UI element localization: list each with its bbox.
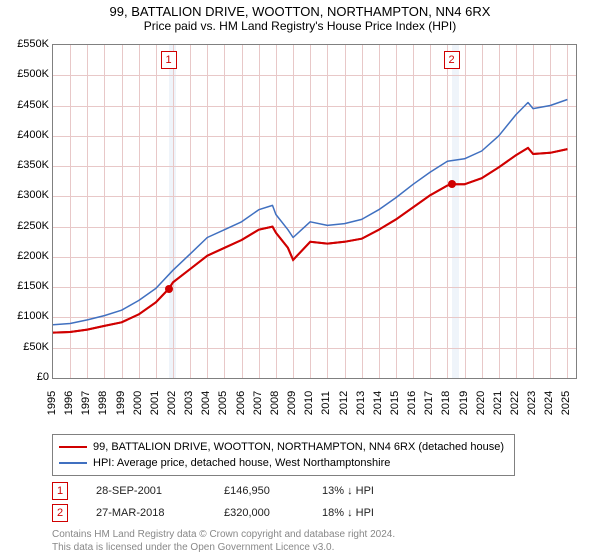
x-tick-label: 2005: [217, 391, 229, 415]
x-tick-label: 2019: [458, 391, 470, 415]
x-tick-label: 2018: [440, 391, 452, 415]
footer-line-2: This data is licensed under the Open Gov…: [52, 541, 395, 554]
x-tick-label: 2010: [303, 391, 315, 415]
chart-marker-dot: [165, 285, 173, 293]
y-tick-label: £500K: [17, 68, 49, 80]
transaction-pct: 13% ↓ HPI: [322, 485, 432, 497]
transaction-row: 2 27-MAR-2018 £320,000 18% ↓ HPI: [52, 502, 432, 524]
x-tick-label: 2002: [166, 391, 178, 415]
series-line: [53, 100, 567, 325]
x-tick-label: 2025: [560, 391, 572, 415]
legend-item: 99, BATTALION DRIVE, WOOTTON, NORTHAMPTO…: [59, 439, 504, 455]
legend-item: HPI: Average price, detached house, West…: [59, 455, 504, 471]
x-tick-label: 2004: [200, 391, 212, 415]
x-tick-label: 2020: [475, 391, 487, 415]
x-tick-label: 1996: [63, 391, 75, 415]
transaction-date: 28-SEP-2001: [96, 485, 196, 497]
transaction-row: 1 28-SEP-2001 £146,950 13% ↓ HPI: [52, 480, 432, 502]
y-tick-label: £250K: [17, 220, 49, 232]
x-tick-label: 2011: [320, 391, 332, 415]
y-tick-label: £50K: [23, 341, 49, 353]
chart-marker-badge: 1: [161, 51, 177, 69]
legend-swatch: [59, 446, 87, 448]
chart-marker-badge: 2: [444, 51, 460, 69]
transaction-price: £320,000: [224, 507, 294, 519]
line-chart-svg: [53, 45, 576, 378]
sub-title: Price paid vs. HM Land Registry's House …: [0, 19, 600, 33]
main-title: 99, BATTALION DRIVE, WOOTTON, NORTHAMPTO…: [0, 4, 600, 19]
x-tick-label: 2007: [252, 391, 264, 415]
x-tick-label: 2008: [269, 391, 281, 415]
y-tick-label: £100K: [17, 310, 49, 322]
legend: 99, BATTALION DRIVE, WOOTTON, NORTHAMPTO…: [52, 434, 515, 476]
footer: Contains HM Land Registry data © Crown c…: [52, 528, 395, 554]
y-tick-label: £0: [37, 371, 49, 383]
x-tick-label: 2023: [526, 391, 538, 415]
x-tick-label: 1995: [46, 391, 58, 415]
y-tick-label: £200K: [17, 250, 49, 262]
x-tick-label: 2003: [183, 391, 195, 415]
legend-swatch: [59, 462, 87, 464]
chart-area: £0 £50K £100K £150K £200K £250K £300K £350K £400…: [10, 39, 585, 414]
x-tick-label: 2013: [355, 391, 367, 415]
chart-marker-dot: [448, 180, 456, 188]
transaction-badge: 2: [52, 504, 68, 522]
x-tick-label: 2001: [149, 391, 161, 415]
x-tick-label: 2024: [543, 391, 555, 415]
transaction-pct: 18% ↓ HPI: [322, 507, 432, 519]
x-tick-label: 2012: [338, 391, 350, 415]
x-tick-label: 2016: [406, 391, 418, 415]
x-tick-label: 1998: [97, 391, 109, 415]
y-tick-label: £150K: [17, 280, 49, 292]
transaction-date: 27-MAR-2018: [96, 507, 196, 519]
x-tick-label: 1999: [115, 391, 127, 415]
y-tick-label: £550K: [17, 38, 49, 50]
x-tick-label: 2006: [235, 391, 247, 415]
title-block: 99, BATTALION DRIVE, WOOTTON, NORTHAMPTO…: [0, 0, 600, 33]
y-tick-label: £400K: [17, 129, 49, 141]
y-tick-label: £300K: [17, 189, 49, 201]
transaction-table: 1 28-SEP-2001 £146,950 13% ↓ HPI 2 27-MAR-201…: [52, 480, 432, 524]
x-tick-label: 2021: [492, 391, 504, 415]
footer-line-1: Contains HM Land Registry data © Crown c…: [52, 528, 395, 541]
x-tick-label: 2014: [372, 391, 384, 415]
x-tick-label: 2022: [509, 391, 521, 415]
x-tick-label: 2015: [389, 391, 401, 415]
legend-label: HPI: Average price, detached house, West…: [93, 455, 390, 471]
x-tick-label: 2000: [132, 391, 144, 415]
page: 99, BATTALION DRIVE, WOOTTON, NORTHAMPTO…: [0, 0, 600, 560]
x-tick-label: 1997: [80, 391, 92, 415]
transaction-price: £146,950: [224, 485, 294, 497]
x-tick-label: 2009: [286, 391, 298, 415]
y-tick-label: £350K: [17, 159, 49, 171]
transaction-badge: 1: [52, 482, 68, 500]
x-tick-label: 2017: [423, 391, 435, 415]
legend-label: 99, BATTALION DRIVE, WOOTTON, NORTHAMPTO…: [93, 439, 504, 455]
y-tick-label: £450K: [17, 99, 49, 111]
plot-region: 12: [52, 44, 577, 379]
